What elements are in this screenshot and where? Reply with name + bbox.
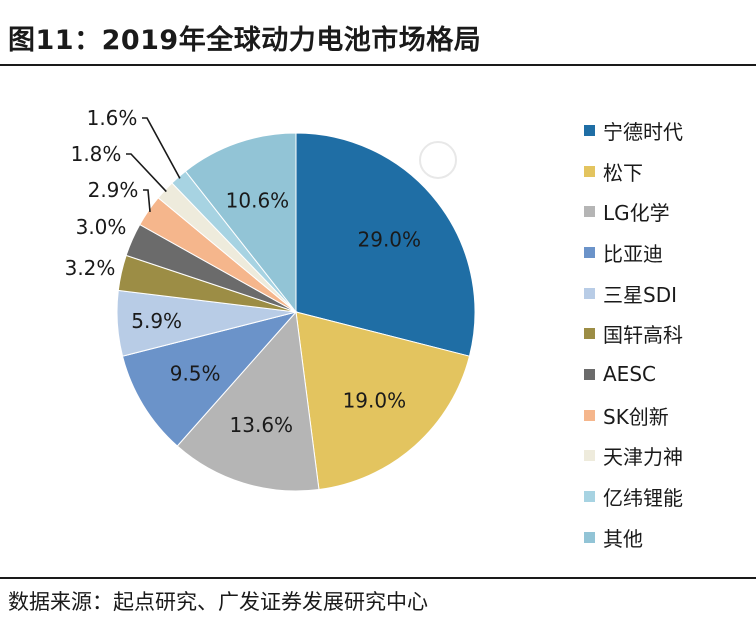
value-label-7: 3.0% (76, 215, 127, 239)
legend-label-8: SK创新 (603, 404, 669, 429)
legend-label-7: AESC (603, 362, 656, 387)
legend-item-10: 亿纬锂能 (584, 476, 754, 517)
legend-swatch-6 (584, 328, 595, 340)
leader-line-9 (126, 153, 167, 193)
value-label-5: 5.9% (131, 309, 182, 333)
leader-line-10 (142, 117, 181, 179)
legend-label-5: 三星SDI (603, 282, 677, 307)
legend-swatch-11 (584, 531, 595, 543)
value-labels: 29.0% 19.0% 13.6% 9.5% 5.9% 3.2% 3.0% 2.9% 1.8% 1… (65, 106, 421, 437)
source-note: 数据来源：起点研究、广发证券发展研究中心 (8, 590, 428, 614)
legend-swatch-3 (584, 206, 595, 218)
leader-lines (126, 117, 181, 212)
source-rule (0, 577, 756, 579)
legend-label-4: 比亚迪 (603, 241, 663, 266)
pie-slice-11 (184, 132, 297, 314)
legend-item-1: 宁德时代 (584, 110, 754, 151)
legend-label-2: 松下 (603, 160, 643, 185)
legend-swatch-1 (584, 124, 595, 136)
title-rule (0, 64, 756, 66)
value-label-4: 9.5% (170, 362, 221, 386)
value-label-11: 10.6% (226, 188, 290, 212)
chart-title: 图11：2019年全球动力电池市场格局 (8, 25, 482, 56)
legend-swatch-4 (584, 246, 595, 258)
legend-label-6: 国轩高科 (603, 323, 683, 348)
legend-swatch-2 (584, 165, 595, 177)
legend-swatch-10 (584, 491, 595, 503)
value-label-9: 1.8% (71, 142, 122, 166)
legend-item-5: 三星SDI (584, 273, 754, 314)
pie-slice-2 (295, 311, 471, 491)
value-label-10: 1.6% (87, 106, 138, 130)
pie-slice-1 (295, 132, 476, 357)
legend-item-3: LG化学 (584, 191, 754, 232)
legend-item-2: 松下 (584, 151, 754, 192)
legend-label-1: 宁德时代 (603, 119, 683, 144)
pie-slice-3 (176, 310, 320, 492)
legend-label-3: LG化学 (603, 201, 670, 226)
pie-slices (116, 132, 476, 492)
value-label-6: 3.2% (65, 256, 116, 280)
legend-swatch-7 (584, 368, 595, 380)
legend-swatch-9 (584, 450, 595, 462)
value-label-1: 29.0% (358, 228, 422, 252)
legend-item-7: AESC (584, 354, 754, 395)
legend-swatch-8 (584, 409, 595, 421)
legend-label-11: 其他 (603, 526, 643, 551)
legend-item-6: 国轩高科 (584, 313, 754, 354)
value-label-8: 2.9% (88, 178, 139, 202)
legend-item-11: 其他 (584, 517, 754, 558)
legend-label-9: 天津力神 (603, 445, 683, 470)
value-label-2: 19.0% (343, 388, 407, 412)
legend: 宁德时代松下 LG化学比亚迪三星SDI 国轩高科 AESC SK创新天津力神亿纬锂能其他 (584, 110, 754, 558)
leader-line-8 (143, 189, 151, 212)
legend-item-4: 比亚迪 (584, 232, 754, 273)
legend-label-10: 亿纬锂能 (603, 486, 683, 511)
value-label-3: 13.6% (230, 413, 294, 437)
legend-swatch-5 (584, 287, 595, 299)
legend-item-9: 天津力神 (584, 436, 754, 477)
legend-item-8: SK创新 (584, 395, 754, 436)
